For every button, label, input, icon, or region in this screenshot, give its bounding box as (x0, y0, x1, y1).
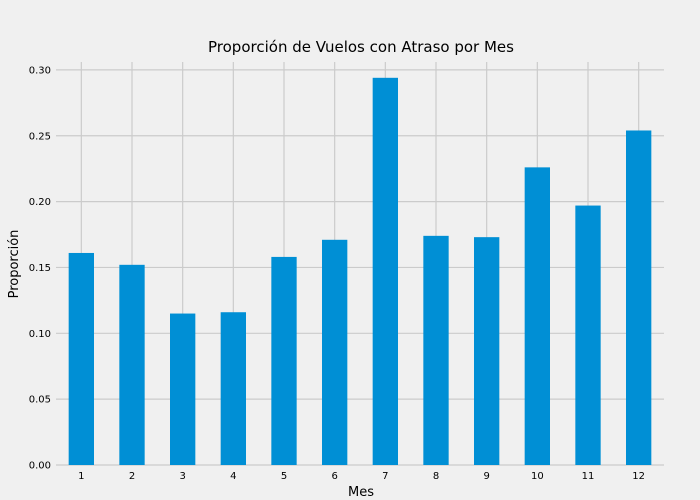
bar-mes-3 (170, 313, 196, 465)
x-tick-label: 10 (531, 471, 544, 482)
y-tick-label: 0.00 (29, 461, 51, 472)
x-tick-label: 1 (78, 471, 84, 482)
x-tick-label: 5 (281, 471, 287, 482)
x-tick-label: 3 (179, 471, 185, 482)
x-tick-label: 8 (433, 471, 439, 482)
x-axis-ticks: 1 2 3 4 5 6 7 8 9 10 11 12 (78, 471, 645, 482)
y-axis-ticks: 0.00 0.05 0.10 0.15 0.20 0.25 0.30 (29, 65, 51, 471)
x-tick-label: 11 (582, 471, 595, 482)
bar-mes-7 (372, 77, 398, 465)
bar-mes-9 (474, 237, 500, 465)
y-tick-label: 0.20 (29, 197, 51, 208)
bar-mes-1 (68, 252, 94, 465)
x-axis-label: Mes (348, 485, 374, 500)
x-tick-label: 4 (230, 471, 236, 482)
y-tick-label: 0.25 (29, 131, 51, 142)
y-tick-label: 0.15 (29, 263, 51, 274)
bar-mes-10 (524, 167, 550, 465)
x-tick-label: 6 (331, 471, 337, 482)
bar-mes-11 (575, 205, 601, 465)
bar-mes-6 (322, 239, 348, 465)
bars (68, 77, 652, 466)
bar-mes-2 (119, 264, 145, 465)
y-tick-label: 0.05 (29, 395, 51, 406)
chart-title: Proporción de Vuelos con Atraso por Mes (208, 38, 514, 56)
y-tick-label: 0.10 (29, 329, 51, 340)
bar-mes-12 (626, 130, 652, 466)
x-tick-label: 9 (483, 471, 489, 482)
x-tick-label: 12 (632, 471, 645, 482)
x-tick-label: 7 (382, 471, 388, 482)
bar-mes-4 (220, 312, 246, 465)
bar-mes-5 (271, 256, 297, 465)
y-tick-label: 0.30 (29, 65, 51, 76)
bar-mes-8 (423, 235, 449, 465)
x-tick-label: 2 (129, 471, 135, 482)
y-axis-label: Proporción (7, 230, 22, 299)
